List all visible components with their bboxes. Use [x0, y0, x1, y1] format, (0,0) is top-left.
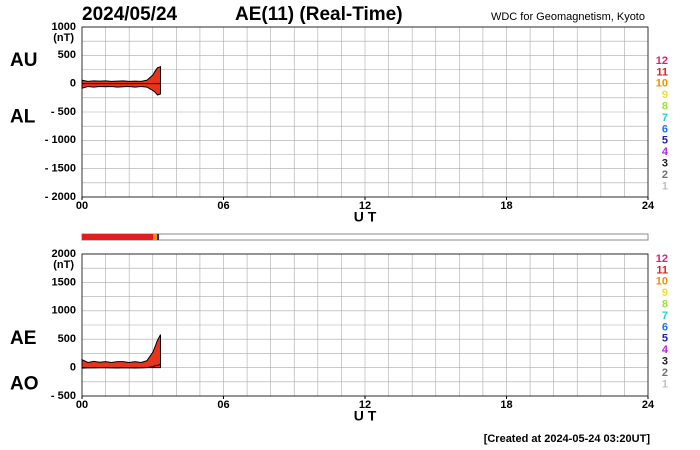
y-unit: (nT): [53, 259, 74, 271]
station-label: 6: [662, 123, 668, 135]
station-label: 3: [662, 356, 668, 368]
x-tick-label: 12: [359, 399, 371, 411]
y-tick-label: - 2000: [45, 191, 76, 203]
y-tick-label: - 500: [51, 106, 76, 118]
station-label: 10: [656, 276, 668, 288]
station-label: 7: [662, 112, 668, 124]
station-label: 4: [662, 344, 669, 356]
x-tick-label: 18: [500, 399, 512, 411]
area: [81, 334, 162, 369]
chart-title: AE(11) (Real-Time): [235, 4, 403, 25]
x-tick-label: 24: [642, 399, 655, 411]
y-tick-label: 1500: [52, 276, 76, 288]
station-label: 5: [662, 333, 668, 345]
station-label: 10: [656, 78, 668, 90]
y-tick-label: 1000: [52, 21, 76, 33]
y-tick-label: 500: [58, 333, 76, 345]
area: [81, 83, 162, 96]
station-label: 8: [662, 299, 668, 311]
station-bar: [81, 233, 649, 241]
series-label: AU: [10, 50, 37, 71]
area: [81, 65, 162, 85]
plot-frame: [81, 253, 649, 397]
station-label: 1: [662, 378, 668, 390]
y-tick-label: 1000: [52, 305, 76, 317]
series-label: AO: [10, 374, 39, 395]
station-label: 5: [662, 135, 668, 147]
x-axis-label: U T: [354, 408, 377, 424]
x-tick-label: 12: [359, 200, 371, 212]
y-unit: (nT): [53, 32, 74, 44]
y-tick-label: 500: [58, 49, 76, 61]
y-tick-label: 2000: [52, 248, 76, 260]
footer: [Created at 2024-05-24 03:20UT]: [484, 433, 651, 445]
y-tick-label: - 1500: [45, 163, 76, 175]
station-label: 9: [662, 89, 668, 101]
x-tick-label: 06: [217, 200, 229, 212]
line: [81, 363, 161, 369]
date: 2024/05/24: [82, 4, 178, 25]
station-label: 11: [656, 66, 668, 78]
x-tick-label: 00: [76, 399, 88, 411]
station-label: 7: [662, 310, 668, 322]
station-label: 11: [656, 264, 668, 276]
y-tick-label: 0: [70, 78, 76, 90]
x-tick-label: 24: [642, 200, 655, 212]
x-tick-label: 06: [217, 399, 229, 411]
y-tick-label: - 1000: [45, 134, 76, 146]
y-tick-label: 0: [70, 362, 76, 374]
series-label: AL: [10, 107, 36, 128]
station-label: 12: [656, 55, 668, 67]
station-label: 3: [662, 158, 668, 170]
station-label: 6: [662, 321, 668, 333]
station-label: 2: [662, 367, 668, 379]
station-label: 1: [662, 180, 668, 192]
station-label: 12: [656, 253, 668, 265]
station-label: 4: [662, 146, 669, 158]
x-axis-label: U T: [354, 209, 377, 225]
station-label: 9: [662, 287, 668, 299]
y-tick-label: - 500: [51, 390, 76, 402]
station-label: 2: [662, 169, 668, 181]
source: WDC for Geomagnetism, Kyoto: [491, 11, 645, 23]
station-label: 8: [662, 101, 668, 113]
series-label: AE: [10, 328, 36, 349]
plot-frame: [81, 26, 649, 198]
x-tick-label: 18: [500, 200, 512, 212]
x-tick-label: 00: [76, 200, 88, 212]
